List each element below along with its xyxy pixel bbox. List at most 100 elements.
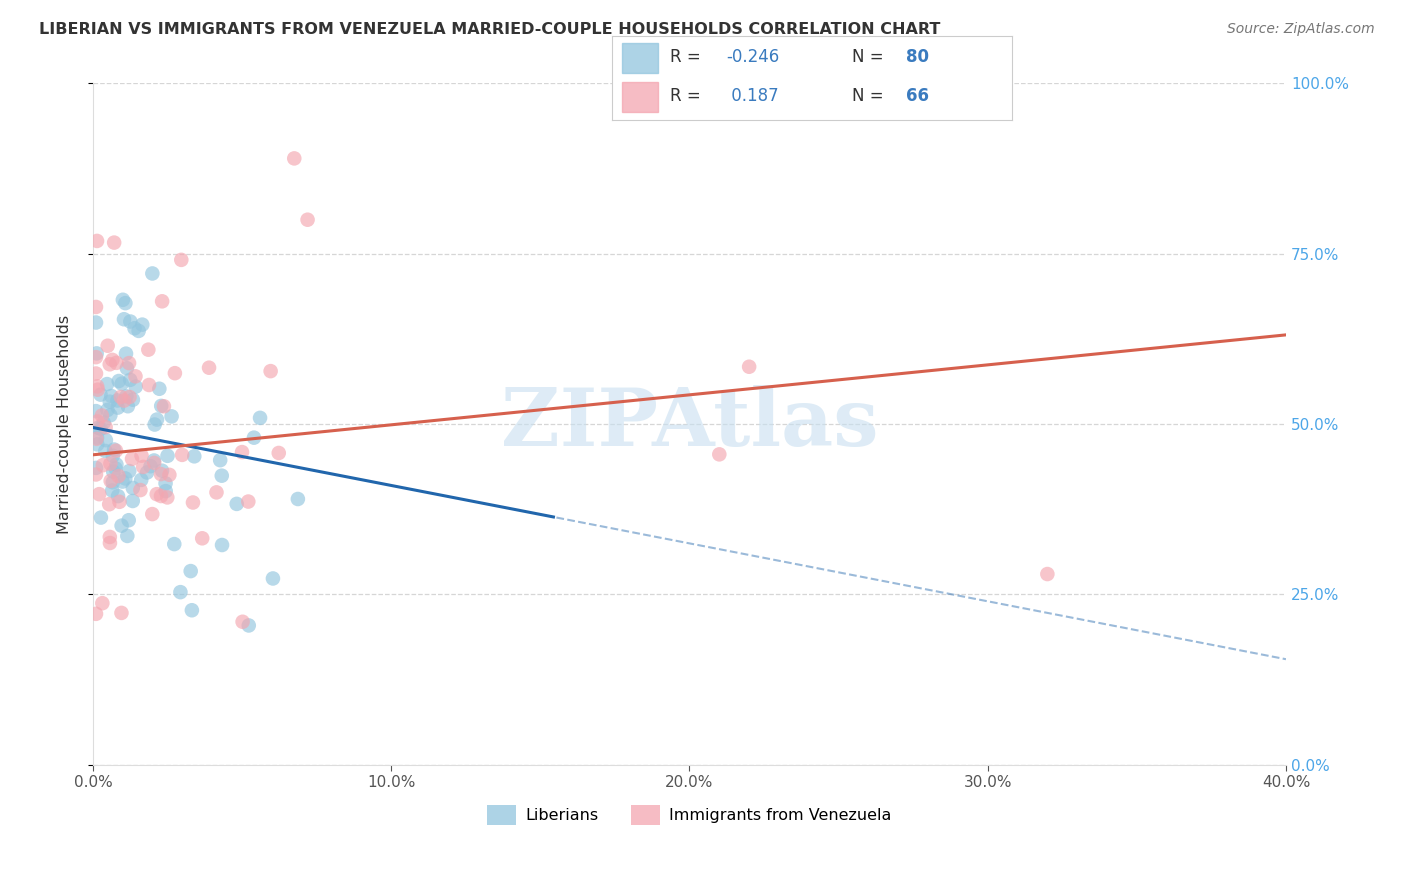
- Text: ZIPAtlas: ZIPAtlas: [501, 385, 879, 463]
- Point: [86, 431, 108, 445]
- Point: [170, 252, 193, 267]
- Point: [238, 618, 260, 632]
- Point: [117, 529, 139, 543]
- Point: [243, 431, 266, 445]
- Point: [209, 453, 232, 467]
- Text: LIBERIAN VS IMMIGRANTS FROM VENEZUELA MARRIED-COUPLE HOUSEHOLDS CORRELATION CHAR: LIBERIAN VS IMMIGRANTS FROM VENEZUELA MA…: [39, 22, 941, 37]
- Point: [150, 399, 173, 413]
- Point: [249, 410, 271, 425]
- Point: [84, 467, 107, 482]
- Point: [148, 382, 170, 396]
- Point: [94, 444, 117, 458]
- Text: R =: R =: [669, 48, 700, 66]
- Point: [143, 456, 166, 470]
- Point: [738, 359, 761, 374]
- Point: [96, 377, 118, 392]
- Point: [121, 451, 143, 466]
- Point: [160, 409, 183, 424]
- Point: [156, 491, 179, 505]
- Point: [98, 394, 121, 409]
- Point: [111, 293, 134, 307]
- Point: [110, 606, 132, 620]
- Point: [86, 234, 108, 248]
- Point: [180, 603, 202, 617]
- Point: [118, 464, 141, 478]
- Point: [139, 459, 162, 474]
- Point: [259, 364, 281, 378]
- Point: [101, 475, 124, 490]
- Point: [90, 422, 112, 436]
- Point: [94, 433, 117, 447]
- Point: [101, 352, 124, 367]
- Point: [107, 489, 129, 503]
- Point: [90, 387, 112, 401]
- Point: [155, 484, 177, 499]
- Text: Source: ZipAtlas.com: Source: ZipAtlas.com: [1227, 22, 1375, 37]
- Point: [112, 393, 135, 408]
- Point: [105, 356, 128, 370]
- Point: [91, 596, 114, 610]
- Point: [125, 379, 148, 393]
- Point: [110, 518, 132, 533]
- Text: 66: 66: [905, 87, 929, 105]
- Bar: [621, 44, 658, 73]
- Point: [121, 494, 143, 508]
- Point: [153, 399, 176, 413]
- Point: [100, 474, 122, 488]
- Point: [262, 572, 284, 586]
- Text: R =: R =: [669, 87, 700, 105]
- Point: [103, 465, 125, 479]
- Point: [163, 537, 186, 551]
- Point: [211, 538, 233, 552]
- Point: [115, 346, 138, 360]
- Point: [121, 481, 143, 495]
- Text: N =: N =: [852, 48, 883, 66]
- Point: [211, 468, 233, 483]
- Point: [150, 294, 173, 309]
- Point: [183, 450, 205, 464]
- Point: [98, 409, 121, 423]
- Point: [122, 392, 145, 407]
- Point: [98, 530, 121, 544]
- Point: [114, 296, 136, 310]
- Point: [86, 414, 108, 428]
- Point: [107, 469, 129, 483]
- Point: [103, 235, 125, 250]
- Point: [155, 476, 177, 491]
- Point: [709, 447, 731, 461]
- Point: [101, 449, 124, 463]
- Point: [107, 401, 129, 415]
- Point: [100, 457, 122, 471]
- Point: [231, 445, 253, 459]
- Point: [87, 421, 110, 435]
- Point: [146, 412, 169, 426]
- Point: [107, 393, 129, 408]
- Point: [115, 389, 138, 403]
- Point: [93, 416, 115, 430]
- Point: [112, 312, 135, 326]
- Point: [120, 373, 142, 387]
- Point: [111, 475, 134, 489]
- Point: [150, 464, 173, 478]
- Point: [84, 367, 107, 381]
- Point: [104, 461, 127, 475]
- Point: [232, 615, 254, 629]
- Point: [97, 339, 120, 353]
- Point: [124, 369, 146, 384]
- Text: 0.187: 0.187: [725, 87, 779, 105]
- Point: [104, 443, 127, 458]
- Point: [110, 390, 132, 404]
- Point: [84, 607, 107, 621]
- Bar: [621, 82, 658, 112]
- Point: [145, 487, 167, 501]
- Point: [103, 442, 125, 457]
- Point: [169, 585, 191, 599]
- Point: [86, 346, 108, 360]
- Point: [181, 495, 204, 509]
- Point: [86, 383, 108, 397]
- Point: [150, 489, 173, 503]
- Point: [143, 453, 166, 467]
- Text: N =: N =: [852, 87, 883, 105]
- Text: -0.246: -0.246: [725, 48, 779, 66]
- Point: [129, 483, 152, 497]
